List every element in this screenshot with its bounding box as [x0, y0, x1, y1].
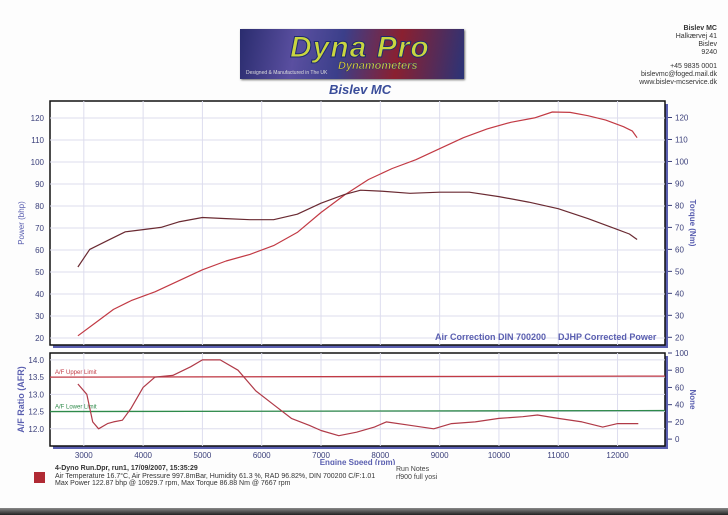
y-tick-label: 60	[35, 246, 44, 255]
x-tick-label: 12000	[606, 451, 629, 460]
y2-tick-label: 100	[675, 349, 689, 358]
y2-tick-label: 20	[675, 418, 684, 427]
address-name: Bislev MC	[683, 25, 717, 32]
x-axis-label: Engine Speed (rpm)	[320, 458, 396, 465]
y-tick-label: 14.0	[28, 356, 44, 365]
y2-tick-label: 110	[675, 135, 688, 144]
y2-tick-label: 40	[675, 401, 684, 410]
y-tick-label: 13.5	[28, 373, 44, 382]
dynapro-logo: Dyna Pro Dynamometers Designed & Manufac…	[240, 29, 464, 79]
x-tick-label: 8000	[371, 451, 389, 460]
y2-tick-label: 50	[675, 267, 684, 276]
y2-tick-label: 80	[675, 366, 684, 375]
logo-text: Dyna Pro	[290, 31, 430, 65]
y2-axis-label: Torque (Nm)	[688, 200, 697, 247]
y2-tick-label: 60	[675, 245, 684, 254]
run-conditions: Air Temperature 16.7°C, Air Pressure 997…	[55, 472, 376, 480]
series-line-afr	[77, 359, 639, 437]
x-tick-label: 5000	[194, 451, 212, 460]
y-tick-label: 12.5	[28, 408, 44, 417]
address-street: Halkærvej 41	[675, 33, 717, 40]
y2-tick-label: 100	[675, 157, 689, 166]
run-color-swatch	[34, 472, 45, 483]
y-tick-label: 13.0	[28, 390, 44, 399]
x-tick-label: 10000	[488, 451, 511, 460]
series-line-power-bhp-	[77, 111, 638, 337]
address-city: Bislev	[698, 41, 717, 48]
page-title: Bislev MC	[329, 82, 392, 97]
y-tick-label: 100	[31, 158, 45, 167]
y-axis-label: Power (bhp)	[17, 201, 26, 245]
address-block: Bislev MC Halkærvej 41 Bislev 9240 +45 9…	[639, 25, 717, 87]
y-tick-label: 20	[35, 334, 44, 343]
address-zip: 9240	[701, 49, 717, 56]
x-tick-label: 3000	[75, 451, 93, 460]
afr-limit-line	[49, 375, 666, 378]
y-tick-label: 12.0	[28, 425, 44, 434]
y-tick-label: 90	[35, 180, 44, 189]
y2-tick-label: 0	[675, 435, 680, 444]
annotation-corrected-power: DJHP Corrected Power	[558, 332, 657, 342]
y-tick-label: 50	[35, 268, 44, 277]
x-tick-label: 4000	[134, 451, 152, 460]
address-web: www.bislev-mcservice.dk	[639, 79, 717, 86]
y2-tick-label: 30	[675, 311, 684, 320]
afr-limit-label: A/F Lower Limit	[55, 405, 97, 411]
y2-tick-label: 60	[675, 383, 684, 392]
annotation-air-correction: Air Correction DIN 700200	[435, 332, 546, 342]
x-tick-label: 9000	[431, 451, 449, 460]
y-tick-label: 30	[35, 312, 44, 321]
y2-tick-label: 80	[675, 201, 684, 210]
dyno-chart: 20 30 40 50 60 70 80 90 100 110 120 20 30 40 50 60 70 80 9…	[16, 100, 697, 465]
afr-limit-line	[49, 409, 666, 413]
x-tick-label: 7000	[312, 451, 330, 460]
address-email: bislevmc@foged.mail.dk	[641, 71, 717, 78]
y2-tick-label: 20	[675, 333, 684, 342]
plot-frame	[49, 352, 666, 447]
run-info: 4-Dyno Run.Dpr, run1, 17/09/2007, 15:35:…	[55, 465, 375, 488]
x-tick-label: 11000	[547, 451, 569, 460]
scan-edge	[0, 508, 728, 515]
y-tick-label: 110	[31, 136, 44, 145]
y-tick-label: 120	[31, 114, 45, 123]
run-title: 4-Dyno Run.Dpr, run1, 17/09/2007, 15:35:…	[55, 465, 198, 472]
y2-tick-label: 120	[675, 113, 689, 122]
address-phone: +45 9835 0001	[670, 63, 717, 70]
y2-tick-label: 70	[675, 223, 684, 232]
y-tick-label: 70	[35, 224, 44, 233]
run-notes-label: Run Notes	[396, 466, 430, 473]
y-tick-label: 40	[35, 290, 44, 299]
x-tick-label: 6000	[253, 451, 271, 460]
run-notes: Run Notes rf900 full yosi	[396, 466, 437, 481]
run-max: Max Power 122.87 bhp @ 10929.7 rpm, Max …	[55, 480, 291, 487]
y-tick-label: 80	[35, 202, 44, 211]
y2-tick-label: 90	[675, 179, 684, 188]
logo-subtext: Dynamometers	[338, 60, 418, 72]
run-notes-text: rf900 full yosi	[396, 473, 438, 481]
y2-axis-label: None	[688, 390, 697, 411]
afr-limit-label: A/F Upper Limit	[55, 370, 97, 376]
series-line-torque-nm-	[77, 189, 638, 268]
y-axis-label: A/F Ratio (AFR)	[16, 366, 26, 433]
plot-frame	[49, 100, 666, 346]
logo-tagline: Designed & Manufactured in The UK	[246, 70, 328, 76]
y2-tick-label: 40	[675, 289, 684, 298]
